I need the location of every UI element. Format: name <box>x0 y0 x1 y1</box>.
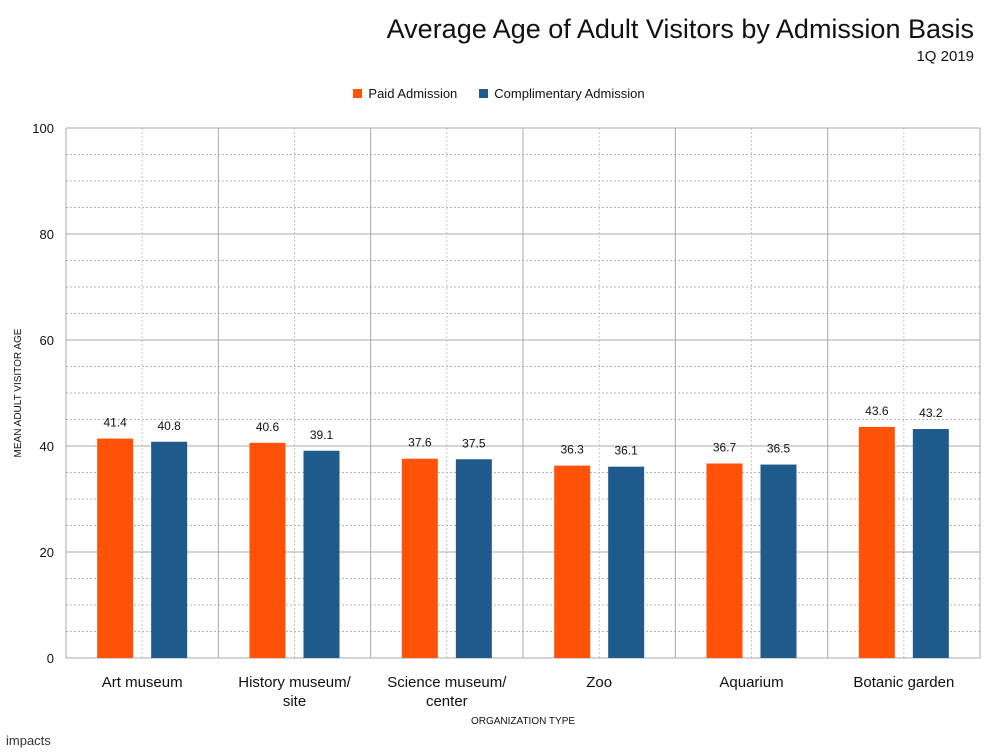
x-tick-label-line: Botanic garden <box>853 674 954 691</box>
legend-swatch-paid <box>353 89 363 98</box>
legend-swatch-complimentary <box>479 89 489 98</box>
x-tick-label: Art museum <box>102 674 183 691</box>
y-axis-title: MEAN ADULT VISITOR AGE <box>13 328 24 457</box>
bar-complimentary <box>760 464 797 658</box>
x-tick-label: Botanic garden <box>853 674 954 691</box>
legend-item-complimentary: Complimentary Admission <box>479 86 645 101</box>
y-tick-label: 40 <box>40 439 54 454</box>
data-label: 36.5 <box>767 442 791 456</box>
chart-subtitle: 1Q 2019 <box>916 48 974 65</box>
x-tick-label-line: center <box>426 693 468 710</box>
y-tick-label: 20 <box>40 545 54 560</box>
bar-complimentary <box>912 429 949 658</box>
data-label: 39.1 <box>310 428 334 442</box>
legend-label-complimentary: Complimentary Admission <box>494 86 645 101</box>
data-label: 40.8 <box>157 419 181 433</box>
x-tick-label-line: Art museum <box>102 674 183 691</box>
data-label: 36.1 <box>614 444 638 458</box>
bar-paid <box>249 442 286 658</box>
y-tick-label: 0 <box>47 651 54 666</box>
data-label: 41.4 <box>103 416 127 430</box>
x-tick-label: History museum/site <box>238 674 351 710</box>
bar-complimentary <box>608 466 645 658</box>
bar-paid <box>97 438 134 658</box>
data-label: 36.3 <box>560 443 584 457</box>
data-label: 40.6 <box>256 420 280 434</box>
brand-logo: impacts <box>6 733 51 748</box>
chart-legend: Paid Admission Complimentary Admission <box>0 86 998 101</box>
x-tick-label: Aquarium <box>719 674 783 691</box>
legend-item-paid: Paid Admission <box>353 86 457 101</box>
bar-paid <box>858 426 895 658</box>
data-label: 43.2 <box>919 406 943 420</box>
bar-complimentary <box>151 441 188 658</box>
bar-complimentary <box>455 459 492 658</box>
x-tick-label-line: Science museum/ <box>387 674 507 691</box>
y-tick-label: 80 <box>40 227 54 242</box>
bar-paid <box>401 458 438 658</box>
chart-title: Average Age of Adult Visitors by Admissi… <box>386 14 974 44</box>
data-label: 36.7 <box>713 440 737 454</box>
legend-label-paid: Paid Admission <box>368 86 458 101</box>
x-tick-label: Science museum/center <box>387 674 507 710</box>
bar-paid <box>706 463 743 658</box>
x-tick-label-line: History museum/ <box>238 674 351 691</box>
bar-complimentary <box>303 450 340 658</box>
data-label: 37.6 <box>408 436 432 450</box>
data-label: 43.6 <box>865 404 889 418</box>
bar-paid <box>554 465 591 658</box>
x-tick-label-line: Aquarium <box>719 674 783 691</box>
x-axis-title: ORGANIZATION TYPE <box>471 716 575 727</box>
y-tick-label: 100 <box>32 121 54 136</box>
x-tick-label-line: Zoo <box>586 674 612 691</box>
y-tick-label: 60 <box>40 333 54 348</box>
x-tick-label: Zoo <box>586 674 612 691</box>
x-tick-label-line: site <box>283 693 306 710</box>
data-label: 37.5 <box>462 436 486 450</box>
